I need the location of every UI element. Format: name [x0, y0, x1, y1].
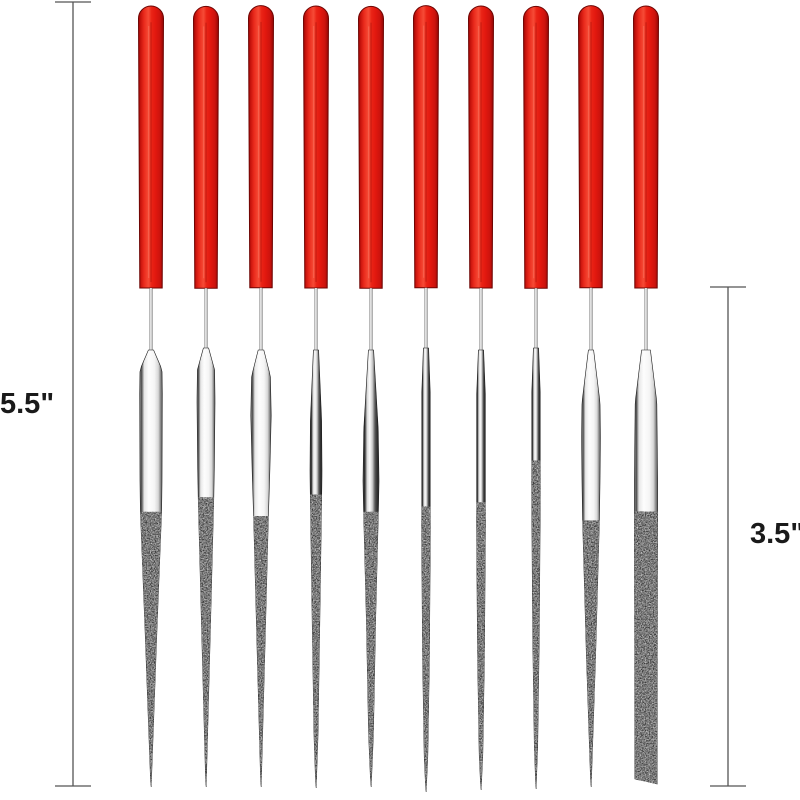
svg-text:3.5": 3.5" [750, 518, 800, 550]
svg-text:5.5": 5.5" [0, 388, 54, 420]
